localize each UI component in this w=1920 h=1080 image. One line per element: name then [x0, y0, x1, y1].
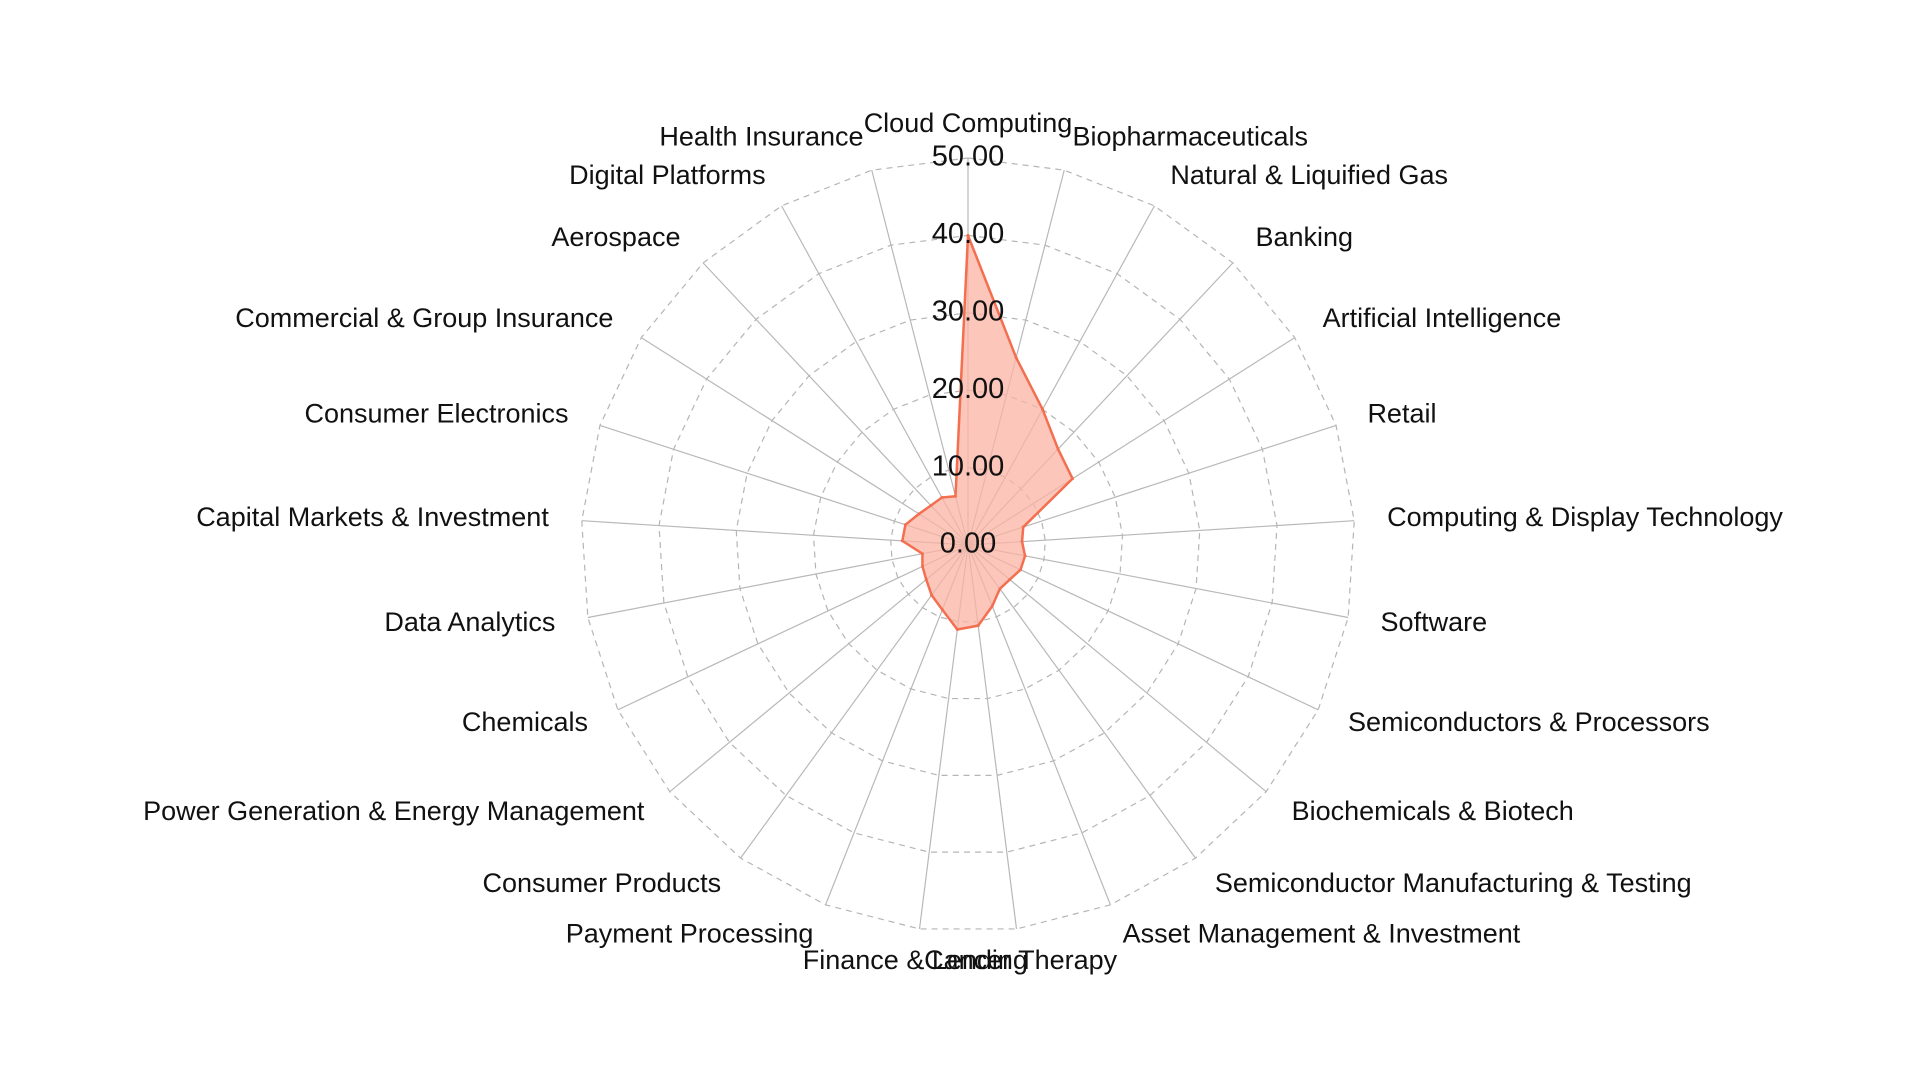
data-point-commercial-and-group-insurance [917, 512, 921, 516]
grid-ring-5 [581, 157, 1355, 930]
data-point-biopharmaceuticals [1014, 356, 1018, 360]
data-point-natural-and-liquified-gas [1041, 407, 1045, 411]
category-label-consumer-electronics: Consumer Electronics [304, 398, 568, 428]
spoke-commercial-and-group-insurance [640, 337, 969, 546]
category-label-banking: Banking [1256, 222, 1354, 252]
category-label-aerospace: Aerospace [551, 222, 680, 252]
grid-ring-4 [658, 234, 1278, 853]
category-label-semiconductor-manufacturing-and-testing: Semiconductor Manufacturing & Testing [1215, 868, 1692, 898]
category-label-commercial-and-group-insurance: Commercial & Group Insurance [235, 303, 613, 333]
tick-label-4: 40.00 [932, 218, 1005, 250]
spoke-software [967, 544, 1349, 619]
data-point-consumer-electronics [903, 523, 907, 527]
radial-tick-labels: 0.00 10.00 20.00 30.00 40.00 50.00 [932, 141, 1005, 560]
data-point-software [1023, 554, 1027, 558]
data-point-consumer-products [930, 593, 934, 597]
spoke-computing-and-display-technology [967, 520, 1355, 546]
category-label-power-generation-and-energy-management: Power Generation & Energy Management [143, 796, 645, 826]
data-point-cancer-therapy [976, 624, 980, 628]
spoke-consumer-products [740, 544, 969, 859]
data-point-retail [1021, 525, 1025, 529]
data-point-digital-platforms [940, 496, 944, 500]
spoke-chemicals [617, 544, 969, 711]
data-point-asset-management-and-investment [990, 604, 994, 608]
category-label-semiconductors-and-processors: Semiconductors & Processors [1348, 707, 1710, 737]
category-label-biochemicals-and-biotech: Biochemicals & Biotech [1292, 796, 1574, 826]
data-point-banking [1056, 447, 1060, 451]
category-label-biopharmaceuticals: Biopharmaceuticals [1072, 121, 1308, 151]
grid-ring-3 [735, 312, 1201, 776]
spoke-health-insurance [871, 170, 969, 546]
data-point-health-insurance [953, 494, 957, 498]
tick-label-1: 10.00 [932, 450, 1005, 482]
tick-label-2: 20.00 [932, 373, 1005, 405]
spoke-digital-platforms [781, 205, 969, 546]
spoke-semiconductors-and-processors [967, 544, 1319, 711]
category-label-digital-platforms: Digital Platforms [569, 160, 766, 190]
radar-series [900, 233, 1075, 631]
spoke-biochemicals-and-biotech [967, 544, 1267, 793]
tick-label-5: 50.00 [932, 141, 1005, 173]
data-point-semiconductor-manufacturing-and-testing [998, 587, 1002, 591]
data-point-power-generation-and-energy-management [924, 578, 928, 582]
category-label-payment-processing: Payment Processing [566, 919, 814, 949]
spoke-data-analytics [587, 544, 969, 619]
category-label-cloud-computing: Cloud Computing [864, 108, 1073, 138]
data-point-finance-and-lending [955, 627, 959, 631]
tick-label-3: 30.00 [932, 295, 1005, 327]
spoke-semiconductor-manufacturing-and-testing [967, 544, 1196, 859]
spoke-power-generation-and-energy-management [669, 544, 969, 793]
category-label-asset-management-and-investment: Asset Management & Investment [1123, 919, 1521, 949]
category-label-health-insurance: Health Insurance [659, 121, 863, 151]
series-area-0 [901, 234, 1074, 631]
category-label-data-analytics: Data Analytics [384, 607, 555, 637]
data-point-computing-and-display-technology [1020, 540, 1024, 544]
data-point-biochemicals-and-biotech [1008, 578, 1012, 582]
data-point-chemicals [920, 564, 924, 568]
data-point-semiconductors-and-processors [1019, 568, 1023, 572]
category-label-consumer-products: Consumer Products [483, 868, 722, 898]
category-label-software: Software [1381, 607, 1488, 637]
category-labels: Cloud Computing Biopharmaceuticals Natural… [143, 108, 1783, 975]
tick-label-0: 0.00 [940, 528, 996, 560]
category-label-artificial-intelligence: Artificial Intelligence [1323, 303, 1562, 333]
category-label-capital-markets-and-investment: Capital Markets & Investment [196, 502, 549, 532]
data-point-artificial-intelligence [1071, 477, 1075, 481]
category-label-computing-and-display-technology: Computing & Display Technology [1387, 502, 1783, 532]
category-label-finance-and-lending: Finance & Lending [803, 945, 1028, 975]
category-label-natural-and-liquified-gas: Natural & Liquified Gas [1170, 160, 1448, 190]
data-point-aerospace [929, 504, 933, 507]
data-point-capital-markets-and-investment [900, 539, 904, 543]
data-point-payment-processing [940, 608, 944, 612]
spoke-retail [967, 424, 1337, 546]
data-point-data-analytics [920, 552, 924, 556]
category-label-chemicals: Chemicals [462, 707, 588, 737]
data-point-cloud-computing [966, 233, 970, 237]
spoke-aerospace [702, 262, 969, 546]
grid-ring-2 [812, 389, 1124, 700]
category-label-cancer-therapy: Cancer Therapy [924, 945, 1118, 975]
category-label-retail: Retail [1367, 398, 1436, 428]
